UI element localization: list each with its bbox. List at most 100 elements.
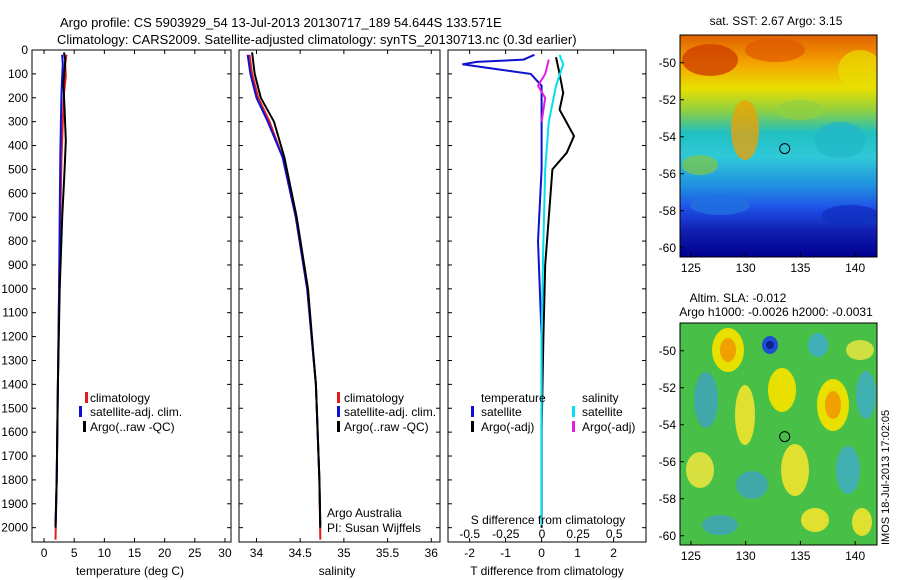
legend-label: satellite	[582, 405, 623, 419]
depth-tick-label: 1100	[2, 306, 28, 320]
depth-tick-label: 400	[8, 139, 28, 153]
legend-swatch-t-satellite	[471, 406, 474, 417]
x-tick-label: 30	[218, 546, 232, 560]
map-y-tick-label: -58	[659, 492, 677, 506]
legend-swatch-argo	[83, 421, 86, 432]
header-line-1: Argo profile: CS 5903929_54 13-Jul-2013 …	[60, 15, 502, 30]
temperature-xlabel: temperature (deg C)	[76, 564, 184, 578]
profile-line-satellite	[540, 54, 565, 526]
depth-tick-label: 800	[8, 234, 28, 248]
s-difference-label: S difference from climatology	[471, 513, 626, 527]
profile-line-satellite-adj-clim-	[246, 54, 322, 526]
argo-position-marker	[779, 143, 791, 155]
map-y-tick-label: -54	[659, 130, 677, 144]
depth-tick-label: 200	[8, 91, 28, 105]
map-x-tick-label: 125	[681, 261, 701, 275]
sla-map-axes: 125 130 135 140 -50 -52 -54 -56 -58 -60	[659, 344, 866, 563]
legend-label: satellite-adj. clim.	[344, 405, 436, 419]
profile-line-argo-raw-qc-	[251, 52, 322, 528]
s-tick-label: 0.25	[566, 527, 590, 541]
depth-tick-label: 1700	[1, 449, 28, 463]
sst-map-axes: 125 130 135 140 -50 -52 -54 -56 -58 -60	[659, 56, 866, 275]
depth-tick-label: 1200	[1, 330, 28, 344]
legend-label: Argo(..raw -QC)	[344, 420, 429, 434]
sla-map-title: Altim. SLA: -0.012	[690, 291, 787, 305]
x-tick-label: 15	[128, 546, 142, 560]
map-x-tick-label: 130	[736, 261, 756, 275]
difference-x-axis: -2 -1 0 1 2	[464, 50, 617, 560]
sla-map-frame	[679, 322, 878, 546]
sst-map: sat. SST: 2.67 Argo: 3.15 125 130 135 140 -5…	[659, 14, 878, 275]
x-tick-label: 1	[574, 546, 581, 560]
depth-tick-label: 1400	[1, 377, 28, 391]
depth-tick-label: 300	[8, 115, 28, 129]
legend-label: Argo(-adj)	[481, 420, 534, 434]
legend-title-temperature: temperature	[481, 391, 546, 405]
temperature-axes-frame	[31, 49, 232, 543]
salinity-axes-frame	[238, 49, 441, 543]
salinity-difference-ticks: -0.5 -0.25 0 0.25 0.5	[459, 527, 623, 541]
legend-label: climatology	[90, 391, 150, 405]
x-tick-label: 10	[98, 546, 112, 560]
depth-tick-label: 500	[8, 162, 28, 176]
x-tick-label: 36	[425, 546, 439, 560]
legend-swatch-climatology	[85, 392, 88, 403]
salinity-profiles	[246, 52, 322, 540]
salinity-panel: 34 34.5 35 35.5 36 salinity climatology sate…	[238, 49, 441, 578]
x-tick-label: -1	[500, 546, 511, 560]
pi-label: PI: Susan Wijffels	[327, 521, 421, 535]
map-x-tick-label: 125	[681, 549, 701, 563]
sst-map-title: sat. SST: 2.67 Argo: 3.15	[710, 14, 843, 28]
legend-label: Argo(..raw -QC)	[90, 420, 175, 434]
map-y-tick-label: -50	[659, 344, 677, 358]
depth-tick-label: 700	[8, 210, 28, 224]
profile-line-argo-adj-	[540, 56, 576, 528]
s-tick-label: 0	[539, 527, 546, 541]
legend-label: satellite-adj. clim.	[90, 405, 182, 419]
difference-axes-frame	[447, 49, 647, 543]
x-tick-label: 35.5	[376, 546, 400, 560]
t-difference-xlabel: T difference from climatology	[470, 564, 624, 578]
map-y-tick-label: -60	[659, 529, 677, 543]
depth-tick-label: 1800	[1, 473, 28, 487]
salinity-legend: climatology satellite-adj. clim. Argo(..…	[337, 391, 436, 434]
x-tick-label: 35	[337, 546, 351, 560]
header-line-2: Climatology: CARS2009. Satellite-adjuste…	[57, 32, 577, 47]
sst-map-features	[682, 38, 877, 225]
x-tick-label: 34.5	[288, 546, 312, 560]
depth-tick-label: 0	[21, 43, 28, 57]
s-tick-label: -0.5	[459, 527, 480, 541]
legend-swatch-argo	[337, 421, 340, 432]
profile-line-argo-raw-qc-	[54, 52, 67, 528]
map-y-tick-label: -54	[659, 418, 677, 432]
x-tick-label: 5	[71, 546, 78, 560]
profile-line-satellite	[462, 53, 543, 516]
map-x-tick-label: 130	[736, 549, 756, 563]
map-y-tick-label: -56	[659, 455, 677, 469]
depth-axis: 0 100 200 300 400 500 600 700 800 900 1000 1100 1200…	[1, 43, 231, 535]
legend-label: satellite	[481, 405, 522, 419]
depth-tick-label: 1300	[1, 353, 28, 367]
institution-label: Argo Australia	[327, 506, 402, 520]
depth-tick-label: 2000	[1, 521, 28, 535]
depth-tick-label: 1900	[1, 497, 28, 511]
map-y-tick-label: -50	[659, 56, 677, 70]
x-tick-label: 0	[41, 546, 48, 560]
depth-tick-label: 1500	[1, 401, 28, 415]
temperature-legend: climatology satellite-adj. clim. Argo(..…	[79, 391, 182, 434]
legend-label: Argo(-adj)	[582, 420, 635, 434]
x-tick-label: 20	[158, 546, 172, 560]
temperature-x-axis: 0 5 10 15 20 25 30	[41, 50, 232, 560]
map-y-tick-label: -52	[659, 381, 677, 395]
sst-map-frame	[679, 34, 878, 258]
difference-profiles	[462, 53, 576, 528]
x-tick-label: -2	[464, 546, 475, 560]
map-y-tick-label: -56	[659, 167, 677, 181]
map-y-tick-label: -60	[659, 241, 677, 255]
legend-swatch-s-argo	[572, 421, 575, 432]
legend-swatch-satellite	[337, 406, 340, 417]
map-y-tick-label: -52	[659, 93, 677, 107]
s-tick-label: -0.25	[492, 527, 520, 541]
x-tick-label: 34	[250, 546, 264, 560]
difference-legend: temperature satellite Argo(-adj) salinit…	[471, 391, 635, 434]
